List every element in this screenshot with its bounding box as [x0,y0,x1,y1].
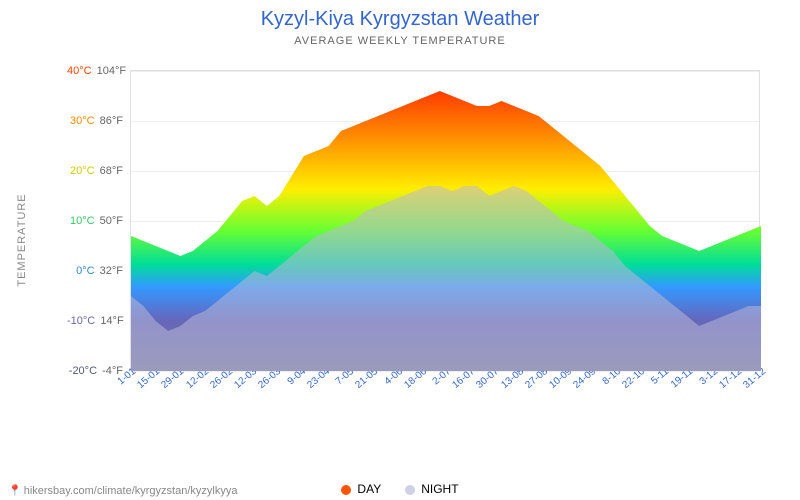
source-url: 📍hikersbay.com/climate/kyrgyzstan/kyzylk… [8,484,237,497]
y-tick-label: 30°C 86°F [67,115,123,127]
y-tick-label: 40°C 104°F [67,65,123,77]
map-pin-icon: 📍 [8,485,22,497]
chart-subtitle: AVERAGE WEEKLY TEMPERATURE [0,35,800,47]
y-tick-label: -10°C 14°F [67,315,123,327]
legend-label: DAY [357,482,381,496]
y-tick-label: -20°C -4°F [67,365,123,377]
legend-dot-icon [341,485,351,495]
page-title: Kyzyl-Kiya Kyrgyzstan Weather [0,0,800,31]
legend-dot-icon [405,485,415,495]
legend-label: NIGHT [421,482,458,496]
plot-area: 40°C 104°F30°C 86°F20°C 68°F10°C 50°F0°C… [130,70,760,370]
legend-item: DAY [341,482,381,496]
legend-item: NIGHT [405,482,458,496]
chart-svg [131,71,761,371]
y-tick-label: 0°C 32°F [67,265,123,277]
y-axis-label: TEMPERATURE [16,193,28,286]
y-tick-label: 20°C 68°F [67,165,123,177]
y-tick-label: 10°C 50°F [67,215,123,227]
temperature-chart: TEMPERATURE 40°C 104°F30°C 86°F20°C 68°F… [70,60,770,420]
